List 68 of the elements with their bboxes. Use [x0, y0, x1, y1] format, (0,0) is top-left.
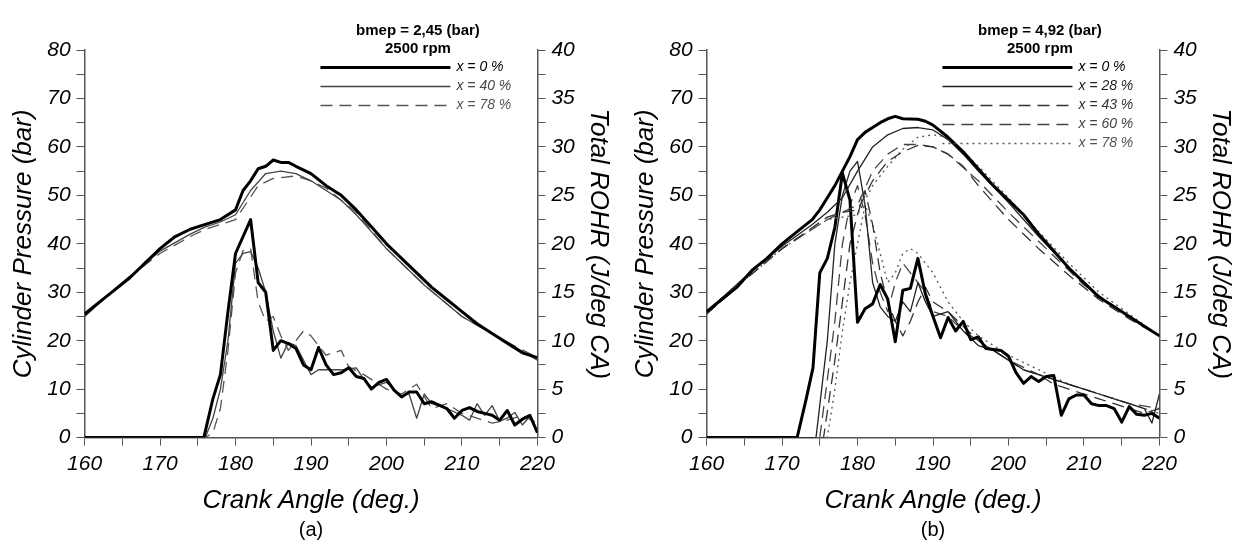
text: x = 43 %	[1077, 96, 1134, 113]
y-tick-label: 40	[47, 230, 71, 254]
y-tick-label: 70	[669, 85, 693, 109]
y-tick-label: 50	[47, 182, 71, 206]
text: x = 28 %	[1077, 77, 1134, 94]
text: x = 60 %	[1077, 115, 1134, 132]
x-tick-label: 180	[840, 451, 876, 475]
text: (b)	[919, 518, 947, 540]
x-tick-label: 210	[443, 451, 480, 475]
x-tick-label: 200	[367, 451, 405, 475]
y2-tick-label: 10	[551, 327, 576, 351]
y2-tick-label: 40	[1173, 36, 1198, 60]
x-tick-label: 220	[518, 451, 556, 475]
y-tick-label: 40	[669, 230, 693, 254]
y2-tick-label: 0	[551, 424, 564, 448]
y-tick-label: 10	[669, 375, 693, 399]
y2-tick-label: 0	[1173, 424, 1186, 448]
y-tick-label: 60	[669, 133, 693, 157]
x-tick-label: 190	[915, 451, 951, 475]
x-tick-label: 190	[293, 451, 329, 475]
y-tick-label: 20	[668, 327, 693, 351]
y-tick-label: 30	[47, 279, 71, 303]
y2-axis-title: Total ROHR (J/deg CA)	[585, 108, 616, 380]
y-axis-title: Cylinder Pressure (bar)	[6, 109, 37, 379]
y-tick-label: 60	[47, 133, 71, 157]
text: x = 78 %	[1077, 134, 1134, 151]
legend-title: bmep = 4,92 (bar) 2500 rpm	[978, 20, 1102, 56]
x-tick-label: 160	[67, 451, 103, 475]
y2-tick-label: 35	[551, 85, 576, 109]
y2-tick-label: 15	[1173, 279, 1198, 303]
x-tick-label: 160	[689, 451, 725, 475]
y2-tick-label: 30	[1173, 133, 1198, 157]
y2-tick-label: 20	[550, 230, 576, 254]
y-tick-label: 0	[58, 424, 71, 448]
y-tick-label: 0	[680, 424, 693, 448]
x-tick-label: 220	[1140, 451, 1178, 475]
x-tick-label: 180	[218, 451, 254, 475]
x-axis-title: Crank Angle (deg.)	[202, 483, 420, 514]
y2-tick-label: 5	[1173, 375, 1186, 399]
y2-tick-label: 10	[1173, 327, 1198, 351]
x-tick-label: 170	[142, 451, 178, 475]
y-tick-label: 50	[669, 182, 693, 206]
y2-tick-label: 40	[551, 36, 576, 60]
x-tick-label: 210	[1065, 451, 1102, 475]
y2-axis-title: Total ROHR (J/deg CA)	[1207, 108, 1238, 380]
y2-tick-label: 20	[1172, 230, 1198, 254]
y-tick-label: 30	[669, 279, 693, 303]
x-axis-title: Crank Angle (deg.)	[824, 483, 1042, 514]
y2-tick-label: 25	[550, 182, 576, 206]
text: x = 0 %	[1077, 58, 1126, 75]
text: x = 0 %	[455, 58, 504, 75]
text: x = 78 %	[455, 96, 512, 113]
x-tick-label: 200	[989, 451, 1027, 475]
y2-tick-label: 35	[1173, 85, 1198, 109]
x-tick-label: 170	[764, 451, 800, 475]
text: (a)	[297, 518, 325, 540]
y-tick-label: 80	[669, 36, 693, 60]
y2-tick-label: 15	[551, 279, 576, 303]
y2-tick-label: 5	[551, 375, 564, 399]
y-tick-label: 70	[47, 85, 71, 109]
y2-tick-label: 30	[551, 133, 576, 157]
y-tick-label: 20	[46, 327, 71, 351]
text: x = 40 %	[455, 77, 512, 94]
y-tick-label: 80	[47, 36, 71, 60]
legend-title: bmep = 2,45 (bar) 2500 rpm	[356, 20, 480, 56]
y-axis-title: Cylinder Pressure (bar)	[628, 109, 659, 379]
y-tick-label: 10	[47, 375, 71, 399]
y2-tick-label: 25	[1172, 182, 1198, 206]
